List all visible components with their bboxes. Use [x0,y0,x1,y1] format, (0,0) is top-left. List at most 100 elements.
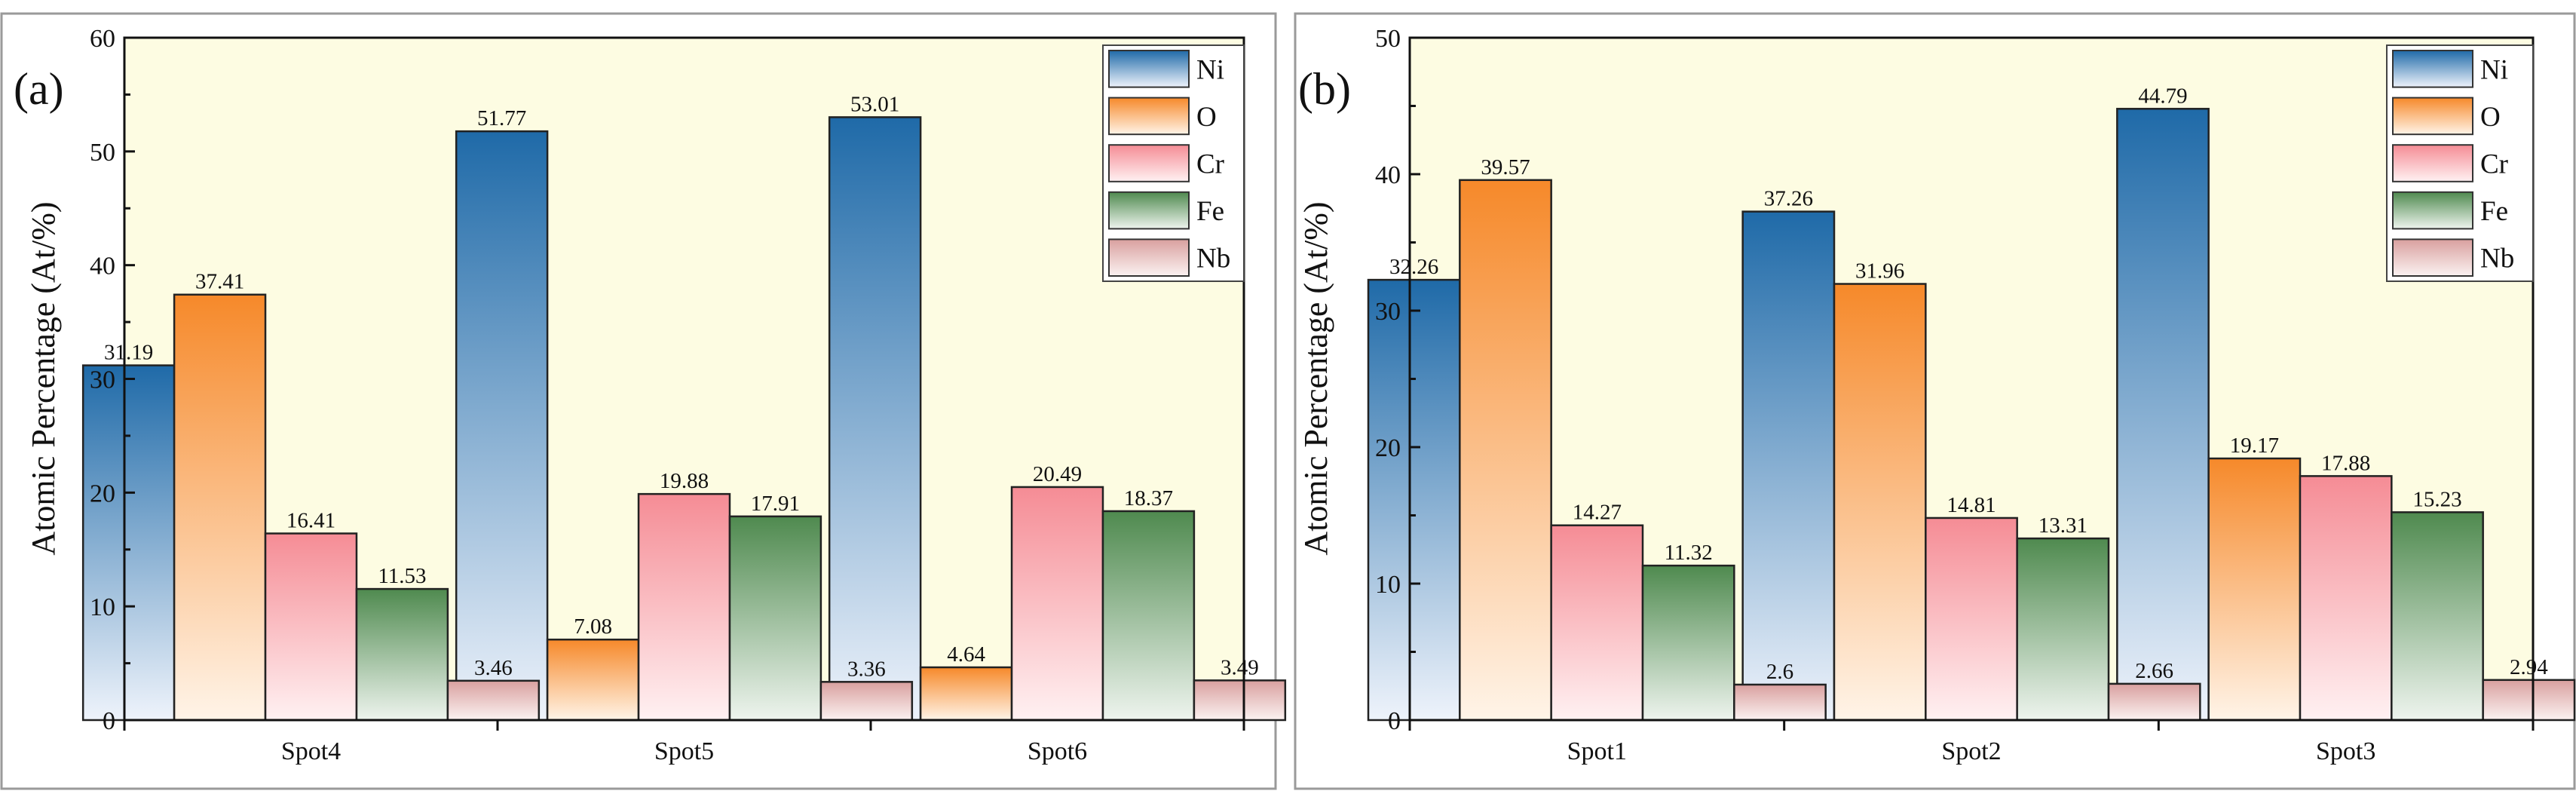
data-label-fe-spot3: 15.23 [2412,487,2461,511]
bar-ni-spot6 [828,116,922,722]
legend-label-fe: Fe [1196,196,1224,227]
x-tick-label-spot4: Spot4 [281,737,341,765]
data-label-nb-spot3: 2.94 [2510,655,2548,679]
y-tick-label: 40 [1375,161,1401,189]
axes-box [1408,36,2535,722]
bar-o-spot6 [919,666,1013,722]
legend-swatch-o [1108,97,1190,136]
data-label-ni-spot1: 32.26 [1389,255,1438,279]
axes-box [123,36,1245,722]
y-tick-label: 0 [1388,707,1401,735]
data-label-nb-spot6: 3.49 [1221,655,1259,679]
data-label-nb-spot4: 3.46 [474,656,513,680]
bar-ni-spot2 [1741,210,1836,722]
legend-swatch-fe [2392,191,2473,230]
legend-swatch-ni [2392,50,2473,88]
bar-cr-spot4 [264,532,358,722]
y-tick-label: 30 [1375,298,1401,326]
legend-swatch-nb [2392,238,2473,277]
data-label-cr-spot1: 14.27 [1573,501,1622,525]
legend-label-ni: Ni [2480,54,2508,85]
data-label-nb-spot2: 2.66 [2135,659,2173,683]
legend-label-nb: Nb [1196,244,1230,274]
data-label-ni-spot2: 37.26 [1764,187,1813,211]
data-label-o-spot6: 4.64 [947,642,985,667]
data-label-ni-spot6: 53.01 [850,92,899,116]
bar-nb-spot5 [819,681,914,722]
legend: Ni O Cr Fe Nb [2386,44,2534,282]
bar-o-spot5 [546,638,640,722]
bar-ni-spot3 [2116,108,2210,722]
data-label-fe-spot4: 11.53 [378,564,426,588]
bar-fe-spot3 [2391,511,2484,722]
bar-cr-spot2 [1925,517,2018,722]
bar-cr-spot1 [1550,524,1644,722]
x-tick-label-spot3: Spot3 [2316,737,2375,765]
bar-ni-spot5 [455,130,549,722]
x-tick-label-spot6: Spot6 [1028,737,1087,765]
y-tick-label: 10 [90,593,115,621]
data-label-fe-spot1: 11.32 [1665,541,1713,565]
y-axis-title: Atomic Percentage (At/%) [1297,201,1334,555]
bar-fe-spot5 [728,515,822,722]
bar-cr-spot5 [637,492,731,722]
legend-label-ni: Ni [1196,54,1224,85]
legend-swatch-ni [1108,50,1190,88]
legend-label-nb: Nb [2480,244,2514,274]
y-axis-title: Atomic Percentage (At/%) [25,201,62,555]
data-label-nb-spot1: 2.6 [1766,660,1793,684]
data-label-o-spot1: 39.57 [1481,155,1530,179]
bar-nb-spot1 [1733,683,1827,722]
y-tick-label: 50 [1375,25,1401,53]
y-tick-label: 10 [1375,571,1401,599]
legend-label-cr: Cr [2480,149,2508,180]
bar-fe-spot2 [2016,537,2110,722]
chart-panel-b: 32.26 37.26 44.79 39.57 31.96 19.17 14.27 14.81… [1294,12,2576,790]
bar-cr-spot3 [2299,475,2393,722]
y-tick-label: 50 [90,139,115,167]
data-label-ni-spot5: 51.77 [477,106,526,130]
bar-nb-spot3 [2482,679,2576,722]
data-label-o-spot2: 31.96 [1855,259,1904,284]
legend-label-fe: Fe [2480,196,2508,227]
data-label-fe-spot5: 17.91 [751,492,800,516]
bar-ni-spot4 [81,364,176,722]
data-label-fe-spot6: 18.37 [1124,486,1173,510]
bar-o-spot1 [1459,179,1552,722]
bar-nb-spot2 [2107,682,2201,722]
legend-label-cr: Cr [1196,149,1224,180]
bar-nb-spot4 [446,679,541,722]
panel-label: (a) [14,64,64,114]
legend-swatch-cr [1108,144,1190,182]
bar-nb-spot6 [1193,679,1287,722]
bar-o-spot2 [1833,283,1927,722]
data-label-cr-spot2: 14.81 [1947,493,1996,517]
y-tick-label: 20 [90,480,115,507]
x-tick-label-spot1: Spot1 [1567,737,1627,765]
y-tick-label: 0 [103,707,115,735]
legend: Ni O Cr Fe Nb [1102,44,1245,282]
bar-fe-spot6 [1101,510,1196,722]
data-label-cr-spot6: 20.49 [1033,462,1082,486]
bar-o-spot4 [173,293,267,722]
legend-label-o: O [2480,102,2501,133]
data-label-o-spot4: 37.41 [195,270,244,294]
legend-swatch-cr [2392,144,2473,182]
bar-cr-spot6 [1010,486,1104,722]
bar-o-spot3 [2207,457,2302,722]
bar-fe-spot1 [1641,564,1735,722]
legend-swatch-fe [1108,191,1190,230]
x-tick-label-spot2: Spot2 [1941,737,2001,765]
legend-swatch-o [2392,97,2473,136]
panel-label: (b) [1298,64,1351,114]
data-label-cr-spot4: 16.41 [286,508,335,532]
y-tick-label: 30 [90,366,115,394]
y-tick-label: 40 [90,253,115,280]
data-label-ni-spot3: 44.79 [2138,84,2187,108]
data-label-fe-spot2: 13.31 [2038,513,2087,538]
data-label-ni-spot4: 31.19 [104,341,153,365]
bar-ni-spot1 [1367,278,1461,722]
x-tick-label-spot5: Spot5 [654,737,714,765]
y-tick-label: 20 [1375,434,1401,462]
